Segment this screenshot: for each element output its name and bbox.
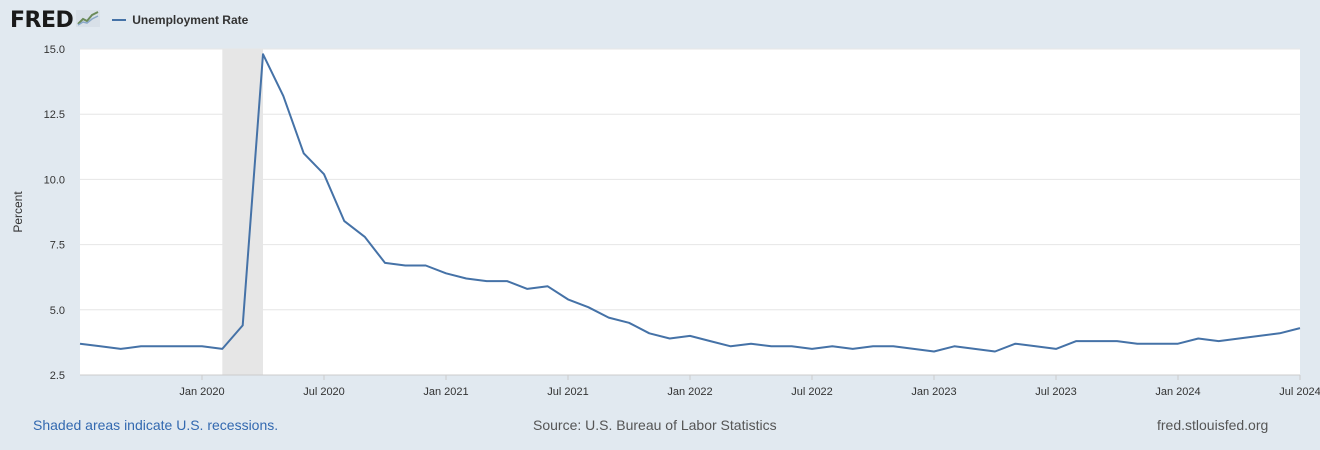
x-tick-label: Jul 2023 [1035,386,1077,398]
chart-line-icon [76,8,101,33]
x-tick-label: Jul 2024 [1279,386,1320,398]
x-tick-label: Jan 2023 [911,386,956,398]
x-tick-label: Jul 2022 [791,386,833,398]
y-axis-label: Percent [11,191,25,233]
legend-line-swatch [112,19,127,21]
logo-text: FRED [10,7,74,33]
chart-header: FRED Unemployment Rate [10,6,248,34]
chart-legend[interactable]: Unemployment Rate [112,13,248,27]
x-tick-label: Jan 2022 [667,386,712,398]
y-tick-label: 5.0 [50,305,65,317]
y-tick-label: 7.5 [50,240,65,252]
y-tick-label: 15.0 [44,44,65,56]
x-tick-label: Jul 2021 [547,386,589,398]
fred-logo[interactable]: FRED [10,7,101,33]
y-tick-label: 2.5 [50,370,65,382]
unemployment-rate-line [79,53,1301,353]
x-tick-label: Jul 2020 [303,386,345,398]
unemployment-line-chart: 2.5 5.0 7.5 10.0 12.5 15.0 Jan 2020 Jul 2020 Jan… [11,44,1320,398]
plot-area [80,49,1300,375]
x-tick-label: Jan 2021 [423,386,468,398]
site-url[interactable]: fred.stlouisfed.org [1157,417,1269,433]
y-tick-label: 12.5 [44,109,65,121]
legend-label: Unemployment Rate [132,13,249,27]
x-tick-label: Jan 2020 [179,386,224,398]
x-tick-label: Jan 2024 [1155,386,1200,398]
source-text: Source: U.S. Bureau of Labor Statistics [533,417,777,433]
y-tick-label: 10.0 [44,174,65,186]
recession-note-link[interactable]: Shaded areas indicate U.S. recessions. [33,417,279,433]
